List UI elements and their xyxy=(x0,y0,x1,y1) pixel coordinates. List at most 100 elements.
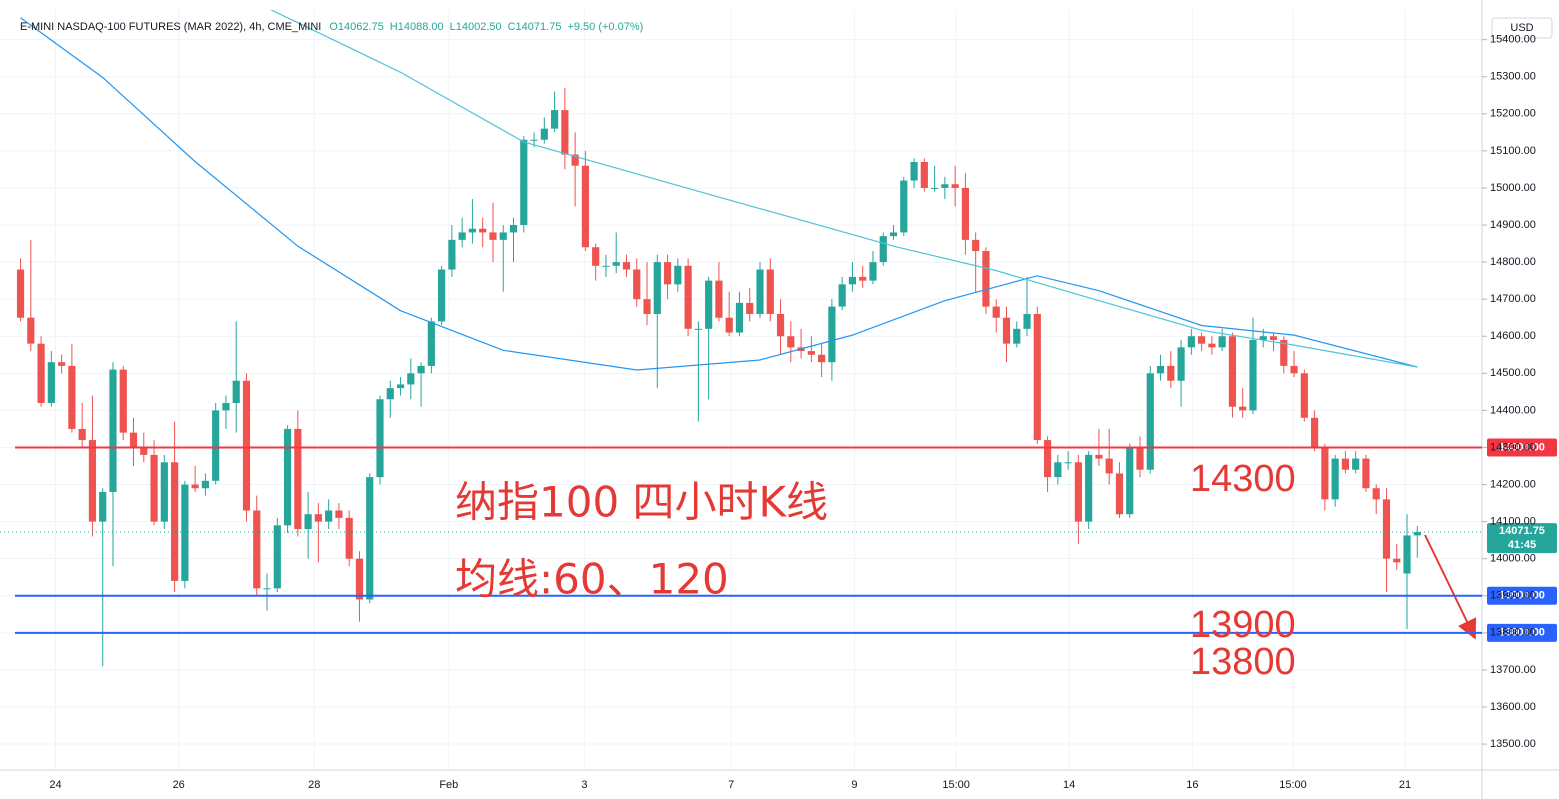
candle-body xyxy=(222,402,230,411)
x-tick-label: 14 xyxy=(1063,779,1075,791)
candle-body xyxy=(355,558,364,600)
candle-body xyxy=(396,384,405,389)
ohlc-label: H14088.00 xyxy=(390,21,444,33)
level-label: 14300.00 xyxy=(1499,441,1545,453)
ohlc-label: +9.50 (+0.07%) xyxy=(567,21,643,33)
x-tick-label: 24 xyxy=(49,779,61,791)
moving-average xyxy=(269,10,1418,368)
candle-body xyxy=(448,239,456,270)
candle-body xyxy=(951,184,959,188)
candle-body xyxy=(1362,458,1370,489)
y-tick-label: 14500.00 xyxy=(1490,367,1536,379)
candle-body xyxy=(561,110,569,155)
candle-body xyxy=(181,484,189,581)
candle-body xyxy=(941,184,949,188)
x-tick-label: 15:00 xyxy=(1279,779,1307,791)
candle-body xyxy=(1218,336,1226,348)
level-label: 13800.00 xyxy=(1499,627,1545,639)
candle-body xyxy=(1064,462,1072,464)
candle-body xyxy=(1074,462,1082,522)
candle-body xyxy=(972,239,980,251)
candle-body xyxy=(253,510,261,589)
level-box xyxy=(1487,623,1557,642)
candle-body xyxy=(294,428,302,530)
candle-body xyxy=(612,262,620,266)
y-tick-label: 13500.00 xyxy=(1490,738,1536,750)
candle-body xyxy=(766,269,774,314)
candle-body xyxy=(1105,458,1113,474)
candle-body xyxy=(674,265,682,285)
candle-body xyxy=(602,265,610,267)
ohlc-label: C14071.75 xyxy=(508,21,562,33)
candle-body xyxy=(119,369,127,433)
candle-body xyxy=(335,510,343,518)
candle-body xyxy=(1115,473,1124,515)
candle-body xyxy=(366,477,374,600)
candle-body xyxy=(1290,365,1298,374)
candle-body xyxy=(992,306,1000,318)
candle-body xyxy=(540,128,548,140)
y-tick-label: 14800.00 xyxy=(1490,256,1536,268)
x-tick-label: 3 xyxy=(581,779,587,791)
candle-body xyxy=(1239,406,1247,411)
candle-body xyxy=(715,280,723,318)
level-annotation: 13800 xyxy=(1190,641,1296,683)
candle-body xyxy=(427,321,435,366)
candle-body xyxy=(150,454,158,522)
candle-body xyxy=(900,180,908,233)
y-tick-label: 14200.00 xyxy=(1490,478,1536,490)
candle-body xyxy=(1341,458,1349,470)
candle-body xyxy=(458,232,466,240)
plot xyxy=(16,10,1421,667)
candle-body xyxy=(68,365,76,429)
candle-body xyxy=(407,373,415,385)
chart-title: E-MINI NASDAQ-100 FUTURES (MAR 2022), 4h… xyxy=(20,21,321,33)
candle-body xyxy=(735,302,744,333)
y-tick-label: 14400.00 xyxy=(1490,404,1536,416)
y-tick-label: 15300.00 xyxy=(1490,71,1536,83)
candle-body xyxy=(663,262,672,285)
candle-body xyxy=(1393,558,1401,563)
y-tick-label: 15000.00 xyxy=(1490,182,1536,194)
candle-body xyxy=(109,369,117,492)
moving-average xyxy=(20,17,1418,371)
candle-body xyxy=(931,187,939,189)
candle-body xyxy=(1013,328,1021,344)
candle-body xyxy=(263,588,271,590)
y-tick-label: 13900.00 xyxy=(1490,590,1536,602)
candle-body xyxy=(1331,458,1339,500)
last-price-label: 14071.75 xyxy=(1499,525,1545,537)
candle-body xyxy=(345,517,353,559)
candle-body xyxy=(756,269,764,314)
candle-body xyxy=(1259,336,1267,340)
candle-body xyxy=(376,399,384,478)
level-annotation: 13900 xyxy=(1190,604,1296,646)
candle-body xyxy=(171,462,179,581)
candle-body xyxy=(283,428,292,526)
y-tick-label: 14600.00 xyxy=(1490,330,1536,342)
candle-body xyxy=(1136,447,1144,470)
candle-body xyxy=(1033,314,1041,441)
candle-body xyxy=(232,380,240,403)
countdown: 41:45 xyxy=(1508,539,1536,551)
candle-body xyxy=(273,525,281,589)
candle-body xyxy=(879,236,887,263)
candle-body xyxy=(1228,336,1237,407)
candle-body xyxy=(1023,314,1031,329)
annotation: 纳指100 四小时K线 xyxy=(455,478,828,527)
candle-body xyxy=(47,362,55,403)
candle-body xyxy=(1249,339,1257,411)
candle-body xyxy=(910,162,918,181)
currency: USD xyxy=(1510,22,1533,34)
candle-body xyxy=(725,317,733,333)
x-tick-label: 16 xyxy=(1186,779,1198,791)
candle-body xyxy=(520,139,528,226)
candle-body xyxy=(1085,454,1093,522)
ohlc-label: O14062.75 xyxy=(329,21,383,33)
candle-body xyxy=(417,365,425,374)
candle-body xyxy=(1403,535,1411,574)
x-tick-label: 26 xyxy=(173,779,185,791)
candle-body xyxy=(438,269,446,322)
